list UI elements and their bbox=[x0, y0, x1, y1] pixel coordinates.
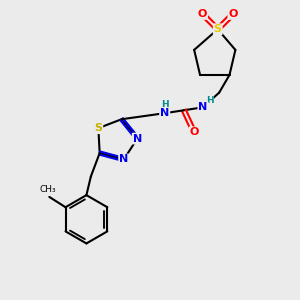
Text: N: N bbox=[133, 134, 142, 144]
Text: H: H bbox=[161, 100, 169, 109]
Text: N: N bbox=[160, 108, 169, 118]
Text: N: N bbox=[119, 154, 128, 164]
Text: H: H bbox=[206, 96, 213, 105]
Text: S: S bbox=[94, 123, 102, 133]
Text: S: S bbox=[214, 24, 222, 34]
Text: N: N bbox=[198, 102, 208, 112]
Text: O: O bbox=[198, 9, 207, 19]
Text: O: O bbox=[228, 9, 238, 19]
Text: CH₃: CH₃ bbox=[40, 185, 56, 194]
Text: O: O bbox=[190, 127, 199, 137]
